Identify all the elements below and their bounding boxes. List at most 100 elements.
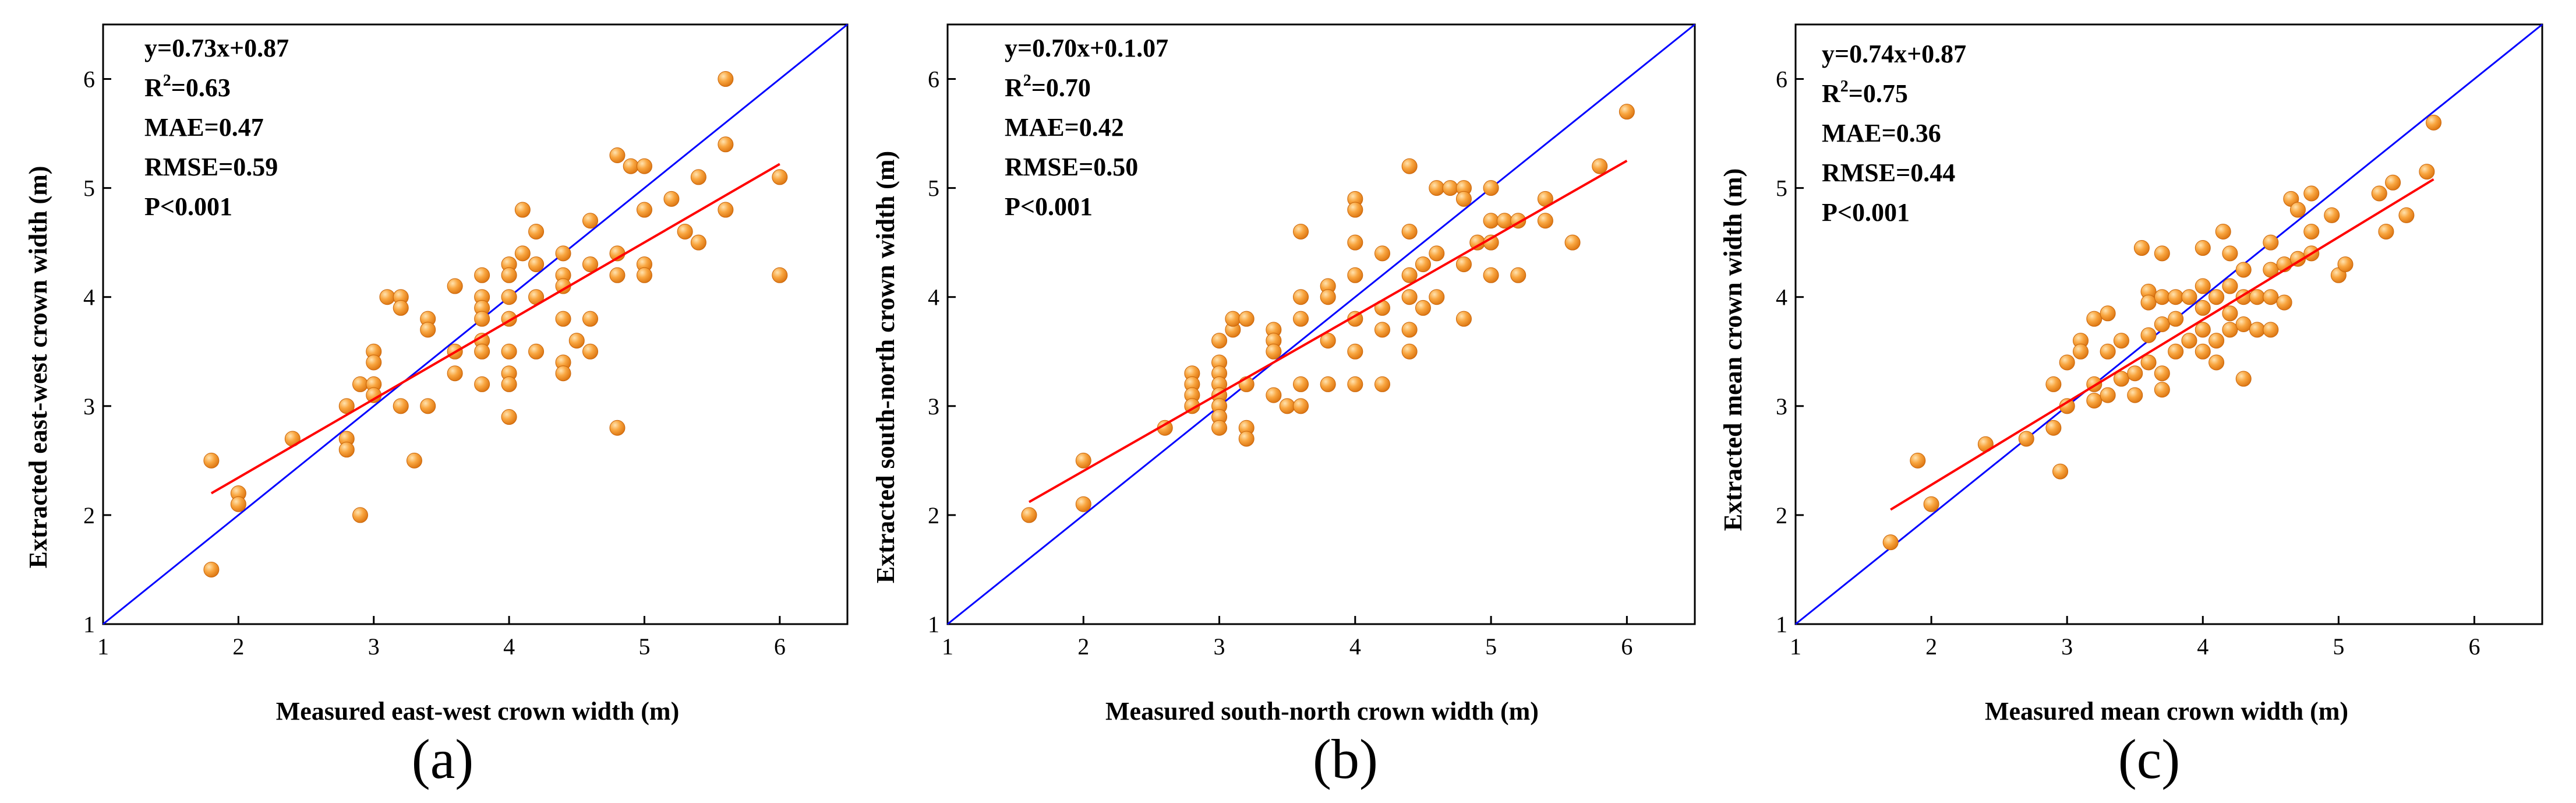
scatter-point <box>772 267 788 283</box>
scatter-point <box>474 343 490 360</box>
scatter-point <box>1483 267 1499 283</box>
scatter-point <box>528 256 545 273</box>
scatter-point <box>1429 245 1445 262</box>
scatter-point <box>2263 289 2279 305</box>
scatter-point <box>2140 354 2157 371</box>
scatter-point <box>690 169 706 185</box>
y-tick-label: 6 <box>928 66 939 93</box>
scatter-point <box>1455 191 1472 207</box>
scatter-point <box>501 376 517 392</box>
x-axis-label: Measured east-west crown width (m) <box>276 697 679 725</box>
scatter-point <box>582 311 599 327</box>
scatter-point <box>1910 452 1926 469</box>
scatter-point <box>1401 223 1418 240</box>
scatter-point <box>1374 322 1390 338</box>
scatter-point <box>1374 245 1390 262</box>
scatter-point <box>2324 207 2340 223</box>
scatter-point <box>1320 289 1336 305</box>
scatter-point <box>203 452 220 469</box>
y-axis-label: Extracted east-west crown width (m) <box>24 166 52 569</box>
x-tick-label: 3 <box>368 633 380 660</box>
scatter-point <box>447 365 463 382</box>
scatter-point <box>1415 300 1431 316</box>
scatter-point <box>1347 343 1363 360</box>
rmse-text: RMSE=0.50 <box>1005 153 1138 181</box>
scatter-point <box>352 376 368 392</box>
scatter-point <box>2100 305 2116 322</box>
scatter-point <box>338 442 355 458</box>
scatter-point <box>1347 311 1363 327</box>
y-tick-label: 6 <box>1776 66 1787 93</box>
scatter-point <box>2289 251 2306 267</box>
scatter-point <box>2419 164 2435 180</box>
scatter-point <box>1075 452 1091 469</box>
x-tick-label: 4 <box>503 633 515 660</box>
scatter-point <box>2127 365 2143 382</box>
scatter-point <box>1293 311 1309 327</box>
fit-line <box>210 163 780 495</box>
scatter-point <box>2385 174 2401 191</box>
x-tick-label: 3 <box>1214 633 1225 660</box>
scatter-point <box>2222 245 2238 262</box>
scatter-point <box>1455 256 1472 273</box>
r-squared-text: R2=0.70 <box>1005 72 1091 102</box>
y-axis-label: Extracted mean crown width (m) <box>1719 168 1747 531</box>
scatter-point <box>501 409 517 425</box>
x-tick-label: 1 <box>1790 633 1801 660</box>
panel-b: Extracted south-north crown width (m) Me… <box>871 23 1696 790</box>
scatter-point <box>2378 223 2394 240</box>
scatter-point <box>568 333 585 349</box>
scatter-point <box>366 354 382 371</box>
scatter-point <box>555 245 571 262</box>
equation-text: y=0.74x+0.87 <box>1822 40 1966 68</box>
scatter-point <box>1496 213 1513 229</box>
scatter-point <box>2100 387 2116 403</box>
scatter-point <box>514 245 531 262</box>
scatter-point <box>420 398 436 414</box>
panel-label: (b) <box>1313 728 1378 790</box>
scatter-point <box>501 343 517 360</box>
scatter-point <box>1401 343 1418 360</box>
scatter-point <box>1293 289 1309 305</box>
scatter-point <box>1320 376 1336 392</box>
y-tick-label: 3 <box>1776 393 1787 420</box>
stats-block: y=0.73x+0.87 R2=0.63 MAE=0.47 RMSE=0.59 … <box>144 34 289 221</box>
scatter-point <box>406 452 422 469</box>
scatter-point <box>1923 496 1939 512</box>
mae-text: MAE=0.36 <box>1822 119 1941 147</box>
scatter-point <box>2337 256 2354 273</box>
scatter-point <box>2398 207 2415 223</box>
p-value-text: P<0.001 <box>1822 198 1910 227</box>
scatter-point <box>2289 202 2306 218</box>
mae-text: MAE=0.42 <box>1005 113 1124 142</box>
y-tick-label: 2 <box>928 502 939 529</box>
mae-text: MAE=0.47 <box>144 113 264 142</box>
scatter-point <box>1279 398 1295 414</box>
scatter-point <box>1211 333 1228 349</box>
scatter-point <box>2154 289 2170 305</box>
scatter-point <box>203 561 220 577</box>
scatter-point <box>1320 333 1336 349</box>
scatter-point <box>2195 322 2211 338</box>
scatter-point <box>1455 311 1472 327</box>
x-tick-label: 3 <box>2061 633 2073 660</box>
equation-text: y=0.70x+0.1.07 <box>1005 34 1168 62</box>
rmse-text: RMSE=0.44 <box>1822 159 1955 187</box>
scatter-point <box>2208 333 2225 349</box>
plot-frame <box>1794 23 2543 625</box>
scatter-point <box>2086 311 2103 327</box>
scatter-point <box>2154 365 2170 382</box>
scatter-point <box>2181 333 2197 349</box>
scatter-point <box>555 311 571 327</box>
scatter-point <box>1347 267 1363 283</box>
scatter-point <box>2195 278 2211 294</box>
scatter-point <box>2045 420 2062 436</box>
scatter-point <box>663 191 680 207</box>
scatter-point <box>2168 343 2184 360</box>
scatter-point <box>582 213 599 229</box>
scatter-point <box>1415 256 1431 273</box>
scatter-point <box>623 158 639 174</box>
scatter-point <box>555 365 571 382</box>
scatter-point <box>514 202 531 218</box>
scatter-point <box>1266 343 1282 360</box>
